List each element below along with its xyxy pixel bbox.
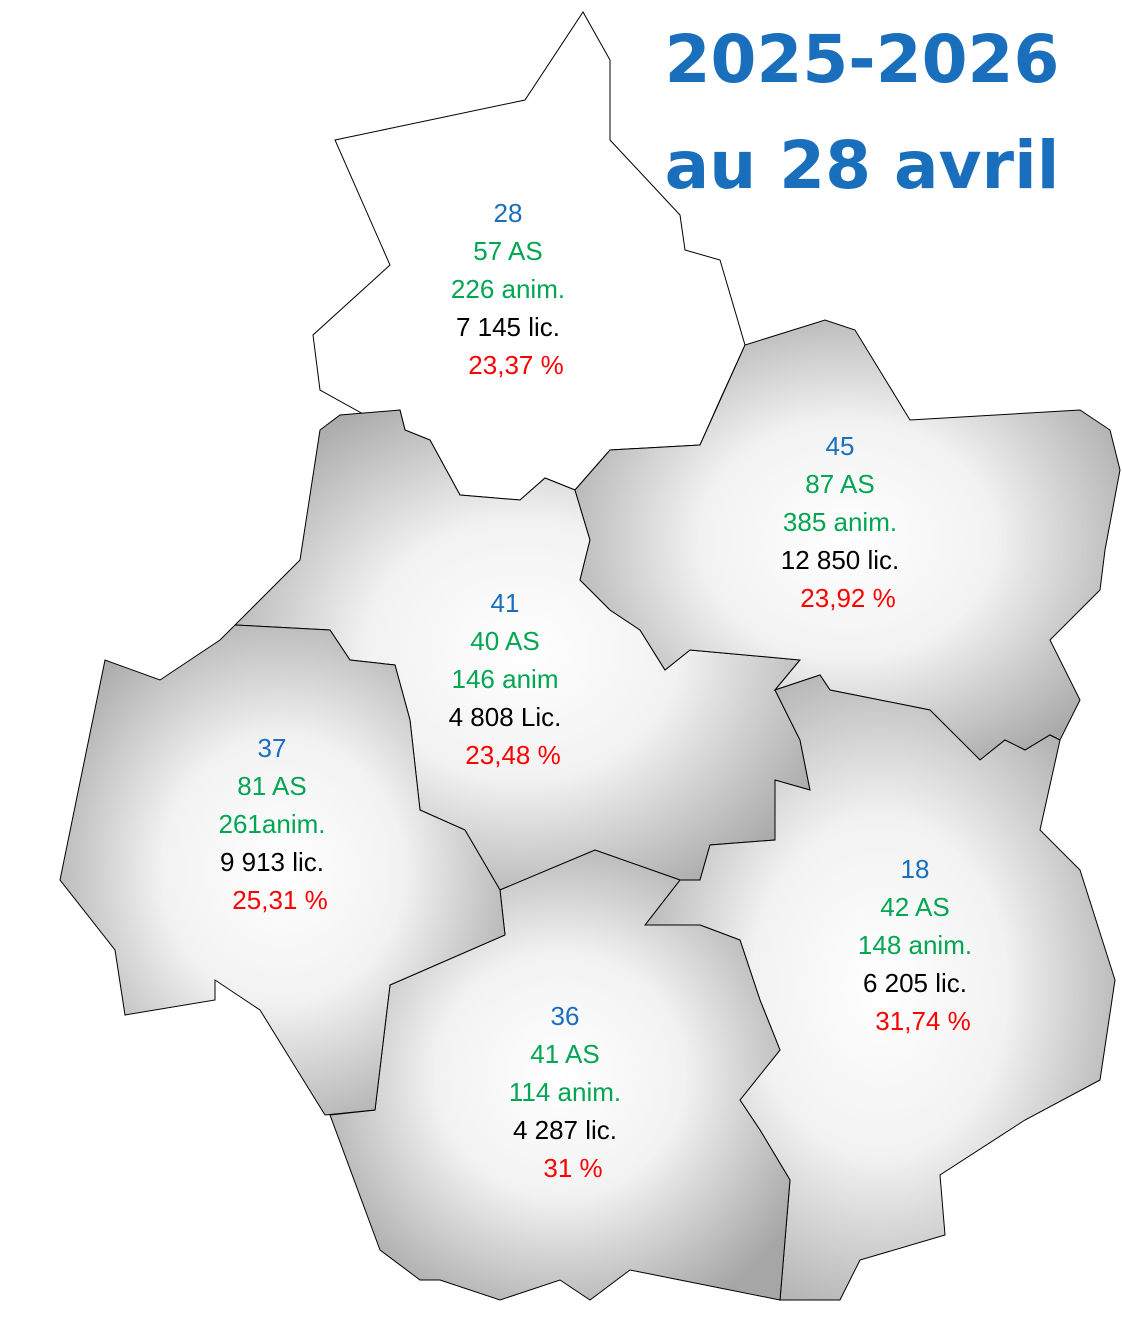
department-pct: 23,48 % [465, 740, 560, 770]
department-as: 41 AS [530, 1039, 599, 1069]
department-pct: 23,92 % [800, 583, 895, 613]
department-lic: 4 287 lic. [513, 1115, 617, 1145]
department-anim: 385 anim. [783, 507, 897, 537]
department-code: 37 [258, 733, 287, 763]
department-as: 57 AS [473, 236, 542, 266]
department-anim: 114 anim. [509, 1077, 621, 1107]
department-as: 81 AS [237, 771, 306, 801]
department-anim: 226 anim. [451, 274, 565, 304]
department-code: 36 [551, 1001, 580, 1031]
department-code: 41 [491, 588, 520, 618]
department-pct: 25,31 % [232, 885, 327, 915]
department-as: 42 AS [880, 892, 949, 922]
department-pct: 31 % [543, 1153, 602, 1183]
department-37 [59, 624, 506, 1116]
department-anim: 148 anim. [858, 930, 972, 960]
department-18 [643, 674, 1116, 1301]
department-lic: 6 205 lic. [863, 968, 967, 998]
department-lic: 4 808 Lic. [449, 702, 562, 732]
department-pct: 31,74 % [875, 1006, 970, 1036]
department-lic: 12 850 lic. [781, 545, 900, 575]
title-line: 2025-2026 [665, 21, 1060, 98]
title-line: au 28 avril [665, 127, 1060, 204]
department-anim: 146 anim [452, 664, 559, 694]
department-pct: 23,37 % [468, 350, 563, 380]
department-anim: 261anim. [219, 809, 326, 839]
department-lic: 9 913 lic. [220, 847, 324, 877]
department-code: 45 [826, 431, 855, 461]
department-as: 87 AS [805, 469, 874, 499]
department-code: 28 [494, 198, 523, 228]
department-as: 40 AS [470, 626, 539, 656]
department-code: 18 [901, 854, 930, 884]
department-lic: 7 145 lic. [456, 312, 560, 342]
